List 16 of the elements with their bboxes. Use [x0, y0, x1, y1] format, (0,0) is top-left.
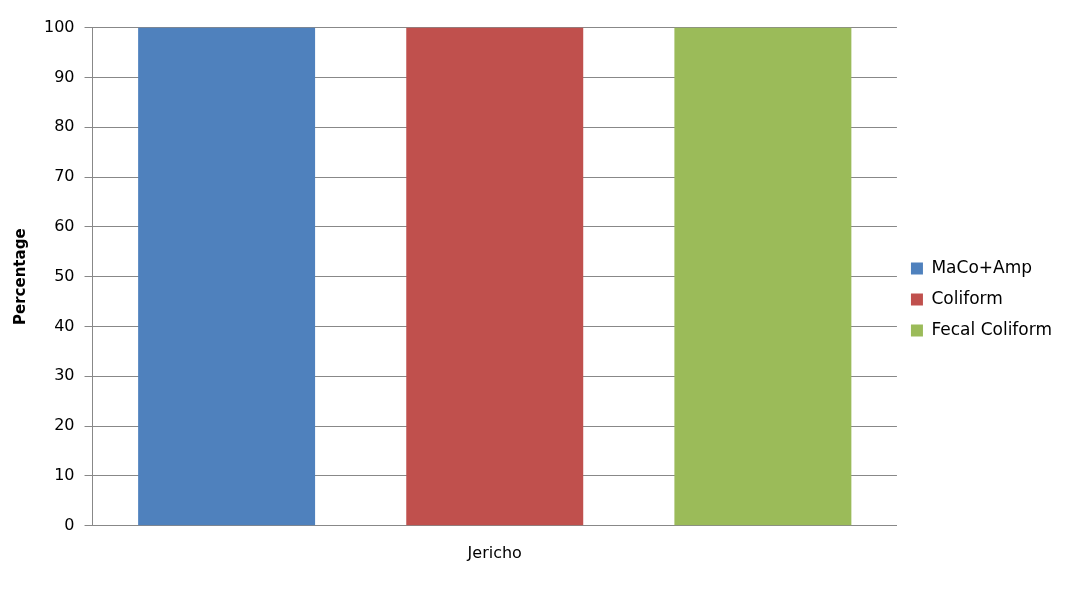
legend-label: Fecal Coliform — [931, 318, 1053, 339]
y-tick-label: 60 — [54, 216, 75, 236]
y-tick-label: 70 — [54, 166, 75, 186]
y-tick-label: 10 — [54, 465, 75, 485]
y-tick-label: 80 — [54, 116, 75, 136]
y-tick-label: 40 — [54, 315, 75, 335]
legend-label: MaCo+Amp — [931, 256, 1033, 277]
y-tick-label: 30 — [54, 365, 75, 385]
y-tick-label: 90 — [54, 66, 75, 86]
y-tick-label: 100 — [43, 16, 75, 36]
y-axis-title: Percentage — [10, 228, 29, 325]
y-tick-label: 0 — [64, 514, 75, 534]
legend-label: Coliform — [931, 287, 1003, 308]
y-tick-label: 20 — [54, 415, 75, 435]
y-tick-label: 50 — [54, 265, 75, 285]
x-tick-label: Jericho — [466, 542, 522, 562]
